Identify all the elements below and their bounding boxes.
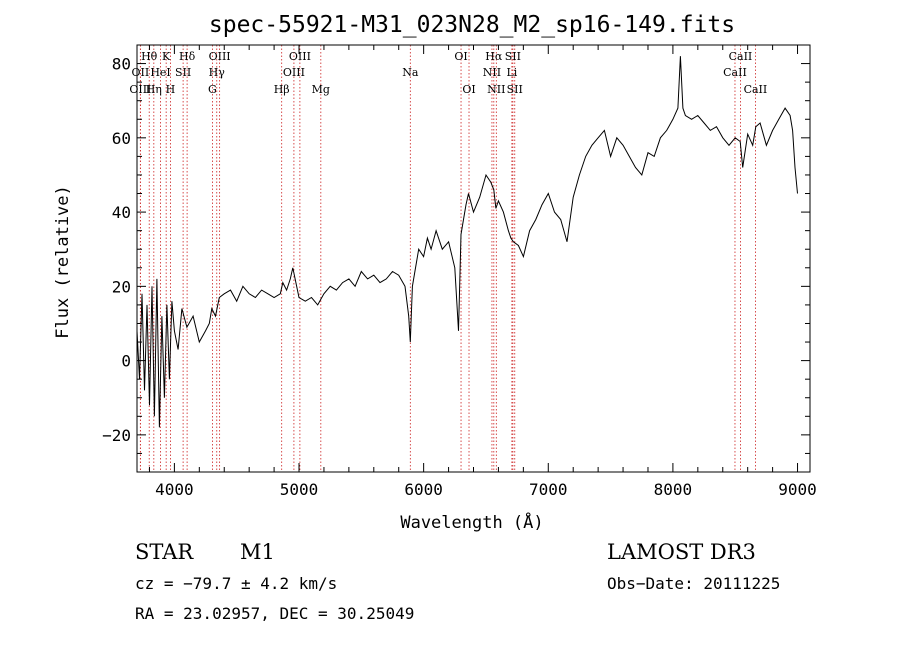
spectral-line-label: SII	[507, 83, 523, 96]
axes: 4000 5000 6000 7000 8000 9000 −20 0 20 40 60 80	[102, 44, 817, 499]
x-tick-label: 5000	[280, 480, 319, 499]
y-axis-label: Flux (relative)	[53, 185, 73, 339]
spectral-line-label: CaII	[729, 50, 753, 63]
spectral-line-label: Li	[506, 66, 517, 79]
x-tick-label: 6000	[404, 480, 443, 499]
spectral-line-label: OII	[132, 66, 150, 79]
object-subclass: M1	[240, 540, 275, 564]
spectral-line-label: Hβ	[274, 83, 290, 96]
y-tick-label: −20	[102, 426, 131, 445]
spectrum-series	[136, 56, 798, 428]
spectral-line-label: HeI	[150, 66, 170, 79]
spectral-line-label: SII	[175, 66, 191, 79]
spectral-line-label: Hη	[146, 83, 162, 96]
spectral-line-markers	[139, 45, 756, 472]
redshift-velocity: cz = −79.7 ± 4.2 km/s	[135, 574, 338, 593]
spectral-line-label: OI	[462, 83, 475, 96]
spectral-line-label: SII	[505, 50, 521, 63]
spectral-line-label: Hδ	[179, 50, 196, 63]
spectral-line-label: OIII	[129, 83, 151, 96]
survey-name: LAMOST DR3	[607, 540, 756, 564]
spectral-line-label: Hα	[485, 50, 503, 63]
x-tick-label: 4000	[155, 480, 194, 499]
x-tick-label: 7000	[529, 480, 568, 499]
spectral-line-label: NII	[483, 66, 501, 79]
spectral-line-label: OIII	[283, 66, 305, 79]
spectral-line-label: Hγ	[209, 66, 226, 79]
spectral-line-label: OIII	[209, 50, 231, 63]
chart-title: spec-55921-M31_023N28_M2_sp16-149.fits	[209, 12, 735, 38]
object-class: STAR	[135, 540, 194, 564]
spectral-line-label: CaII	[744, 83, 768, 96]
spectral-line-label: H	[166, 83, 176, 96]
spectral-line-label: NII	[487, 83, 505, 96]
y-tick-label: 60	[112, 129, 131, 148]
spectral-line-label: G	[208, 83, 217, 96]
y-tick-label: 20	[112, 277, 131, 296]
spectral-line-label: Hθ	[141, 50, 158, 63]
spectral-line-label: Na	[402, 66, 419, 79]
y-tick-label: 40	[112, 203, 131, 222]
x-tick-label: 8000	[654, 480, 693, 499]
spectral-line-label: OIII	[289, 50, 311, 63]
spectral-line-label: Mg	[312, 83, 330, 96]
observation-date: Obs−Date: 20111225	[607, 574, 781, 593]
spectral-line-label: CaII	[723, 66, 747, 79]
y-tick-label: 0	[121, 352, 131, 371]
spectrum-line	[136, 56, 798, 428]
spectral-line-label: K	[162, 50, 171, 63]
x-tick-label: 9000	[778, 480, 817, 499]
coordinates: RA = 23.02957, DEC = 30.25049	[135, 604, 415, 623]
spectral-line-label: OI	[454, 50, 467, 63]
plot-frame	[136, 44, 811, 473]
x-axis-label: Wavelength (Å)	[400, 511, 543, 533]
y-tick-label: 80	[112, 55, 131, 74]
spectral-line-labels: Hθ OII OIII K HeI Hη Hδ SII H OIII Hγ G OIII OIII Hβ Mg…	[129, 50, 767, 96]
